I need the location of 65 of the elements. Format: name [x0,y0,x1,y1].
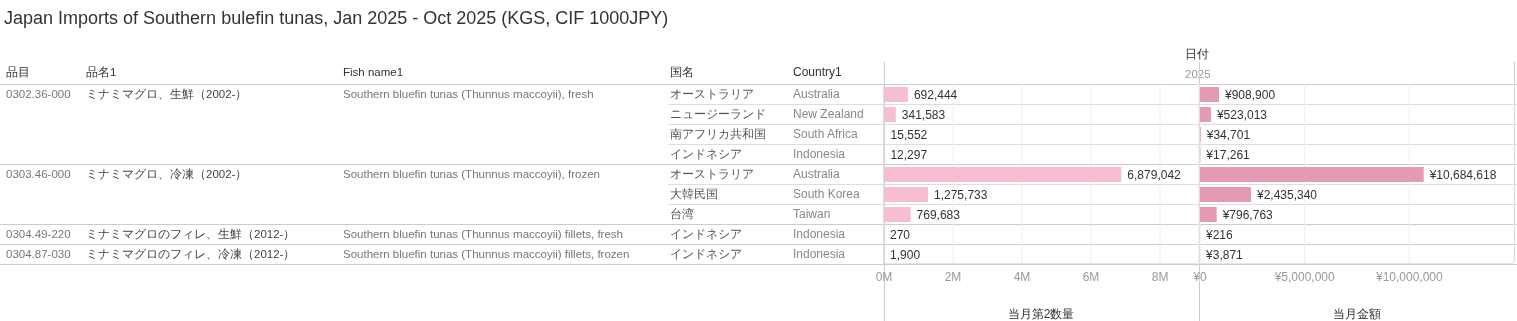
text: ミナミマグロのフィレ、生鮮（2012-） [86,227,296,242]
y-tick-label: Taiwan [793,207,831,221]
data-label: ¥2,435,340 [1255,187,1318,202]
text: ミナミマグロのフィレ、冷凍（2012-） [86,247,296,262]
text: 大韓民国 [670,187,718,202]
x-axis-title: 当月第2数量 [1007,307,1075,321]
data-label: ¥216 [1205,227,1234,242]
data-label: 270 [890,227,911,242]
y-tick-label: Australia [793,87,841,101]
y-tick-label: Indonesia [793,227,846,241]
y-tick-label: Indonesia [793,147,846,161]
text: 0303.46-000 [6,167,71,182]
data-label: 1,900 [890,247,921,262]
text: インドネシア [670,147,742,162]
data-label: ¥3,871 [1205,247,1244,262]
text: 国名 [670,65,694,80]
data-label: ¥796,763 [1221,207,1274,222]
y-tick-label: South Korea [793,187,861,201]
data-label: 769,683 [916,207,961,222]
text: Fish name1 [343,65,404,80]
data-label: ¥17,261 [1205,147,1251,162]
x-tick-label: 0M [875,269,893,284]
x-tick-label: 6M [1082,269,1100,284]
text: 品目 [6,65,30,80]
data-label: ¥34,701 [1205,127,1251,142]
text: 台湾 [670,207,694,222]
data-label: 692,444 [913,87,958,102]
data-label: ¥908,900 [1224,87,1276,102]
text: Southern bluefin tunas (Thunnus maccoyii) fillets, fresh [343,227,623,242]
text: 0304.49-220 [6,227,71,242]
data-label: ¥10,684,618 [1428,167,1497,182]
x-tick-label: ¥5,000,000 [1273,269,1336,284]
x-axis-title: 当月金額 [1333,307,1381,321]
text: オーストラリア [670,167,754,182]
text: 0304.87-030 [6,247,71,262]
text: Southern bluefin tunas (Thunnus maccoyii), fresh [343,87,594,102]
y-tick-label: Australia [793,167,841,181]
data-label: ¥523,013 [1215,107,1268,122]
data-label: 341,583 [901,107,946,122]
y-tick-label: South Africa [793,127,859,141]
text: ニュージーランド [670,107,766,122]
data-label: 6,879,042 [1127,167,1182,182]
x-tick-label: 2M [944,269,962,284]
x-tick-label: 4M [1013,269,1031,284]
text: 南アフリカ共和国 [670,127,766,142]
data-label: 12,297 [890,147,928,162]
x-tick-label: ¥0 [1192,269,1207,284]
text: 0302.36-000 [6,87,71,102]
text: オーストラリア [670,87,754,102]
data-label: 1,275,733 [934,187,988,202]
text: インドネシア [670,227,742,242]
data-label: 15,552 [890,127,928,142]
text: ミナミマグロ、冷凍（2002-） [86,167,248,182]
text: Japan Imports of Southern bulefin tunas, Jan 2025 - Oct 2025 (KGS, CIF 1000JPY) [4,8,669,29]
text: ミナミマグロ、生鮮（2002-） [86,87,248,102]
y-tick-label: Indonesia [793,247,846,261]
x-tick-label: ¥10,000,000 [1374,269,1444,284]
text: Southern bluefin tunas (Thunnus maccoyii), frozen [343,167,600,182]
text: Southern bluefin tunas (Thunnus maccoyii) fillets, frozen [343,247,630,262]
text: 品名1 [86,65,117,80]
text: 日付 [1185,47,1209,62]
y-axis-title: Country1 [793,64,842,81]
x-tick-label: 8M [1151,269,1169,284]
text: インドネシア [670,247,742,262]
y-tick-label: New Zealand [793,107,864,121]
